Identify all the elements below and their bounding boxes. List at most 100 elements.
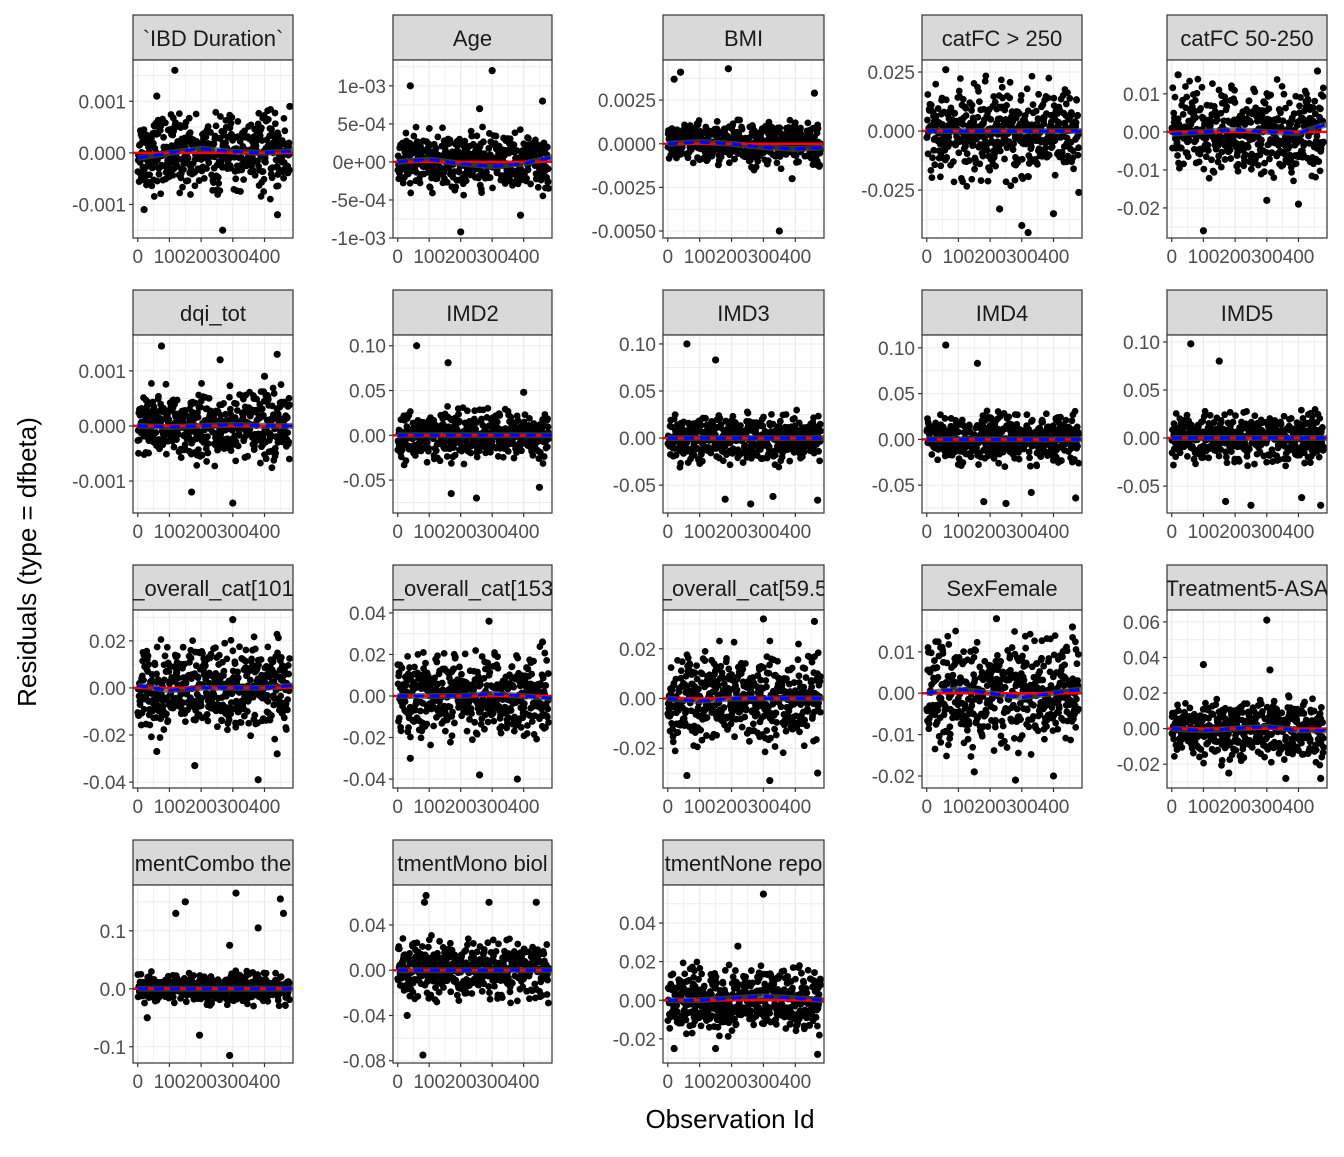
outlier-point xyxy=(217,356,224,363)
data-point xyxy=(978,177,985,184)
data-point xyxy=(151,193,158,200)
x-tick-label: 100 xyxy=(413,522,445,543)
data-point xyxy=(1012,177,1019,184)
data-point xyxy=(1296,103,1303,110)
data-point xyxy=(480,138,487,145)
outlier-point xyxy=(811,90,818,97)
data-point xyxy=(448,460,455,467)
y-tick-label: -0.001 xyxy=(72,472,126,493)
data-point xyxy=(403,130,410,137)
outlier-point xyxy=(1050,210,1057,217)
data-point xyxy=(424,459,431,466)
data-point xyxy=(185,155,192,162)
data-point xyxy=(170,172,177,179)
data-point xyxy=(463,177,470,184)
data-point xyxy=(233,400,240,407)
data-point xyxy=(198,380,205,387)
data-point xyxy=(135,450,142,457)
data-point xyxy=(1001,156,1008,163)
data-point xyxy=(1320,84,1327,91)
data-point xyxy=(213,122,220,129)
facet-strip-label: `IBD Duration` xyxy=(143,26,284,51)
data-point xyxy=(456,418,463,425)
data-point xyxy=(407,190,414,197)
data-point xyxy=(426,125,433,132)
data-point xyxy=(1288,169,1295,176)
outlier-point xyxy=(677,69,684,76)
data-point xyxy=(1246,97,1253,104)
data-point xyxy=(192,182,199,189)
outlier-point xyxy=(1200,227,1207,234)
data-point xyxy=(284,429,291,436)
data-point xyxy=(929,174,936,181)
data-point xyxy=(529,452,536,459)
data-point xyxy=(539,192,546,199)
data-point xyxy=(1029,417,1036,424)
data-point xyxy=(155,393,162,400)
data-point xyxy=(265,116,272,123)
data-point xyxy=(971,166,978,173)
data-point xyxy=(1180,160,1187,167)
data-point xyxy=(193,111,200,118)
data-point xyxy=(268,464,275,471)
outlier-point xyxy=(448,490,455,497)
outlier-point xyxy=(1075,189,1082,196)
outlier-point xyxy=(769,493,776,500)
x-tick-label: 400 xyxy=(1283,247,1315,268)
data-point xyxy=(434,134,441,141)
data-point xyxy=(478,189,485,196)
data-point xyxy=(817,421,824,428)
data-point xyxy=(1174,152,1181,159)
data-point xyxy=(1006,94,1013,101)
outlier-point xyxy=(444,359,451,366)
data-point xyxy=(433,447,440,454)
y-tick-label: 0.00 xyxy=(349,426,386,447)
data-point xyxy=(215,174,222,181)
x-tick-label: 100 xyxy=(1188,247,1220,268)
data-point xyxy=(969,102,976,109)
facet-strip-label: IMD4 xyxy=(976,301,1029,326)
x-tick-label: 0 xyxy=(392,522,403,543)
data-point xyxy=(204,433,211,440)
x-tick-label: 300 xyxy=(1006,522,1038,543)
data-point xyxy=(201,175,208,182)
data-point xyxy=(464,407,471,414)
data-point xyxy=(237,188,244,195)
data-point xyxy=(975,461,982,468)
data-point xyxy=(1050,95,1057,102)
data-point xyxy=(1218,164,1225,171)
data-point xyxy=(753,164,760,171)
data-point xyxy=(1023,411,1030,418)
data-point xyxy=(460,192,467,199)
data-point xyxy=(1046,152,1053,159)
data-point xyxy=(1211,169,1218,176)
x-tick-label: 300 xyxy=(476,247,508,268)
data-point xyxy=(1045,75,1052,82)
y-tick-label: 0.10 xyxy=(619,335,656,356)
data-point xyxy=(942,415,949,422)
data-point xyxy=(730,413,737,420)
data-point xyxy=(1277,109,1284,116)
y-tick-label: 0.000 xyxy=(78,417,126,438)
data-point xyxy=(1248,166,1255,173)
data-point xyxy=(968,176,975,183)
facet-strip-label: IMD3 xyxy=(717,301,770,326)
data-point xyxy=(272,450,279,457)
data-point xyxy=(1232,99,1239,106)
x-tick-label: 100 xyxy=(684,522,716,543)
data-point xyxy=(1170,462,1177,469)
data-point xyxy=(1063,417,1070,424)
data-point xyxy=(1027,463,1034,470)
data-point xyxy=(535,184,542,191)
data-point xyxy=(240,176,247,183)
data-point xyxy=(211,463,218,470)
data-point xyxy=(410,133,417,140)
data-point xyxy=(1205,147,1212,154)
data-point xyxy=(931,161,938,168)
outlier-point xyxy=(814,497,821,504)
outlier-point xyxy=(274,211,281,218)
data-point xyxy=(452,184,459,191)
data-point xyxy=(741,441,748,448)
